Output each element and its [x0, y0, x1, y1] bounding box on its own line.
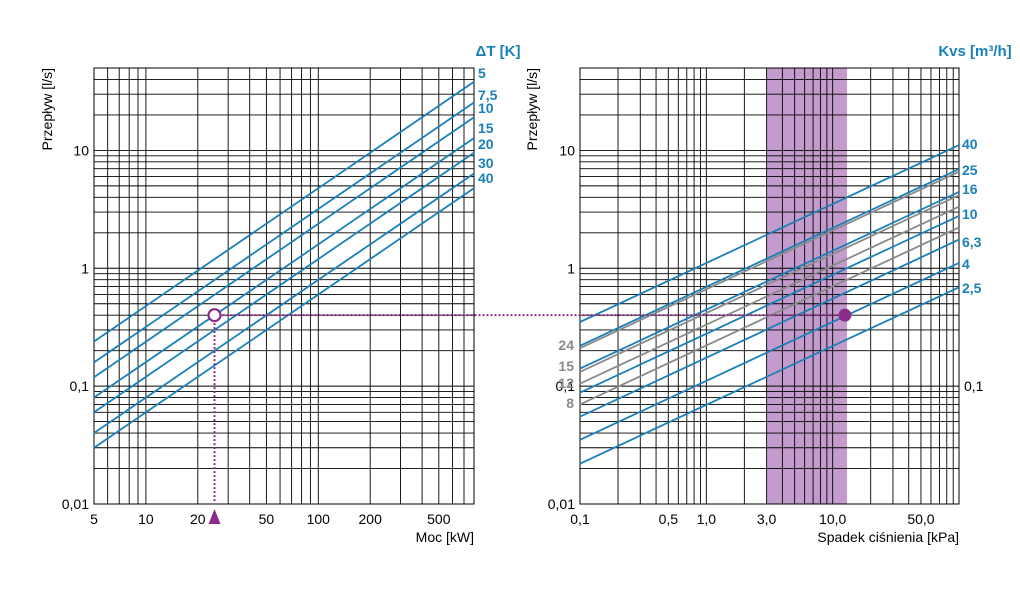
right-x-tick-label: 1,0	[697, 511, 717, 527]
left-legend-title: ΔT [K]	[476, 43, 521, 60]
right-x-tick-label: 0,5	[659, 511, 679, 527]
left-series-line-1	[93, 101, 475, 364]
left-series-label: 40	[478, 170, 494, 186]
grid-layer	[93, 67, 960, 505]
right-series-label: 40	[962, 136, 978, 152]
left-series-line-4	[93, 152, 475, 414]
right-series-label-left: 15	[558, 358, 574, 374]
guide-layer	[207, 308, 852, 524]
right-series-label: 4	[962, 256, 970, 272]
right-series-label: 6,3	[962, 234, 982, 250]
left-x-tick-label: 5	[90, 511, 98, 527]
left-series-label: 15	[478, 120, 494, 136]
right-series-label-left: 24	[558, 337, 574, 353]
right-series-label-left: 12	[558, 375, 574, 391]
left-y-tick-label: 0,01	[62, 496, 89, 512]
left-x-tick-label: 50	[259, 511, 275, 527]
left-series-line-3	[93, 137, 475, 399]
right-x-tick-label: 3,0	[757, 511, 777, 527]
left-series-label: 5	[478, 65, 486, 81]
right-series-line-9	[579, 205, 960, 385]
left-x-tick-label: 100	[307, 511, 331, 527]
left-series-label: 20	[478, 136, 494, 152]
right-series-label: 25	[962, 162, 978, 178]
left-series-label: 7,5	[478, 87, 498, 103]
right-series-label-left: 8	[566, 395, 574, 411]
right-series-label: 16	[962, 181, 978, 197]
right-series-line-2	[579, 191, 960, 370]
series-layer	[93, 81, 960, 465]
right-series-line-3	[579, 215, 960, 394]
right-legend-title: Kvs [m³/h]	[938, 43, 1011, 60]
right-series-line-1	[579, 168, 960, 347]
left-y-tick-label: 0,1	[70, 378, 90, 394]
left-plot-frame	[93, 67, 475, 505]
right-x-axis-label: Spadek ciśnienia [kPa]	[817, 529, 959, 545]
right-operating-point-marker	[838, 308, 852, 322]
right-series-label: 10	[962, 206, 978, 222]
left-x-tick-label: 10	[138, 511, 154, 527]
left-series-label: 10	[478, 100, 494, 116]
right-x-tick-label: 50,0	[907, 511, 934, 527]
left-series-line-5	[93, 172, 475, 434]
right-y-tick-label: 1	[567, 260, 575, 276]
right-series-line-6	[579, 286, 960, 465]
right-series-line-8	[579, 194, 960, 373]
left-x-tick-label: 20	[190, 511, 206, 527]
right-y-tick-label: 0,1	[556, 378, 576, 394]
right-series-label: 2,5	[962, 280, 982, 296]
right-y-tick-label: 0,01	[548, 496, 575, 512]
left-y-axis-label: Przepływ [l/s]	[39, 68, 55, 150]
right-y-axis-label: Przepływ [l/s]	[524, 68, 540, 150]
left-series-line-2	[93, 116, 475, 378]
right-x-tick-label: 10,0	[819, 511, 846, 527]
right-series-line-4	[579, 238, 960, 418]
left-y-tick-label: 1	[81, 260, 89, 276]
right-y-tick-label: 10	[559, 142, 575, 158]
left-x-tick-label: 500	[427, 511, 451, 527]
right-series-line-7	[579, 170, 960, 349]
right-x-tick-label: 0,1	[570, 511, 590, 527]
right-series-line-10	[579, 226, 960, 406]
right-series-line-5	[579, 262, 960, 441]
right-series-line-0	[579, 144, 960, 323]
left-operating-point-marker	[207, 308, 222, 323]
left-series-line-0	[93, 81, 475, 343]
left-series-label: 30	[478, 155, 494, 171]
power-arrow-marker	[208, 509, 221, 524]
left-x-tick-label: 200	[359, 511, 383, 527]
right-y2-tick-label: 0,1	[964, 378, 984, 394]
right-plot-frame	[579, 67, 960, 505]
left-x-axis-label: Moc [kW]	[416, 529, 474, 545]
left-y-tick-label: 10	[73, 142, 89, 158]
left-series-line-6	[93, 187, 475, 449]
